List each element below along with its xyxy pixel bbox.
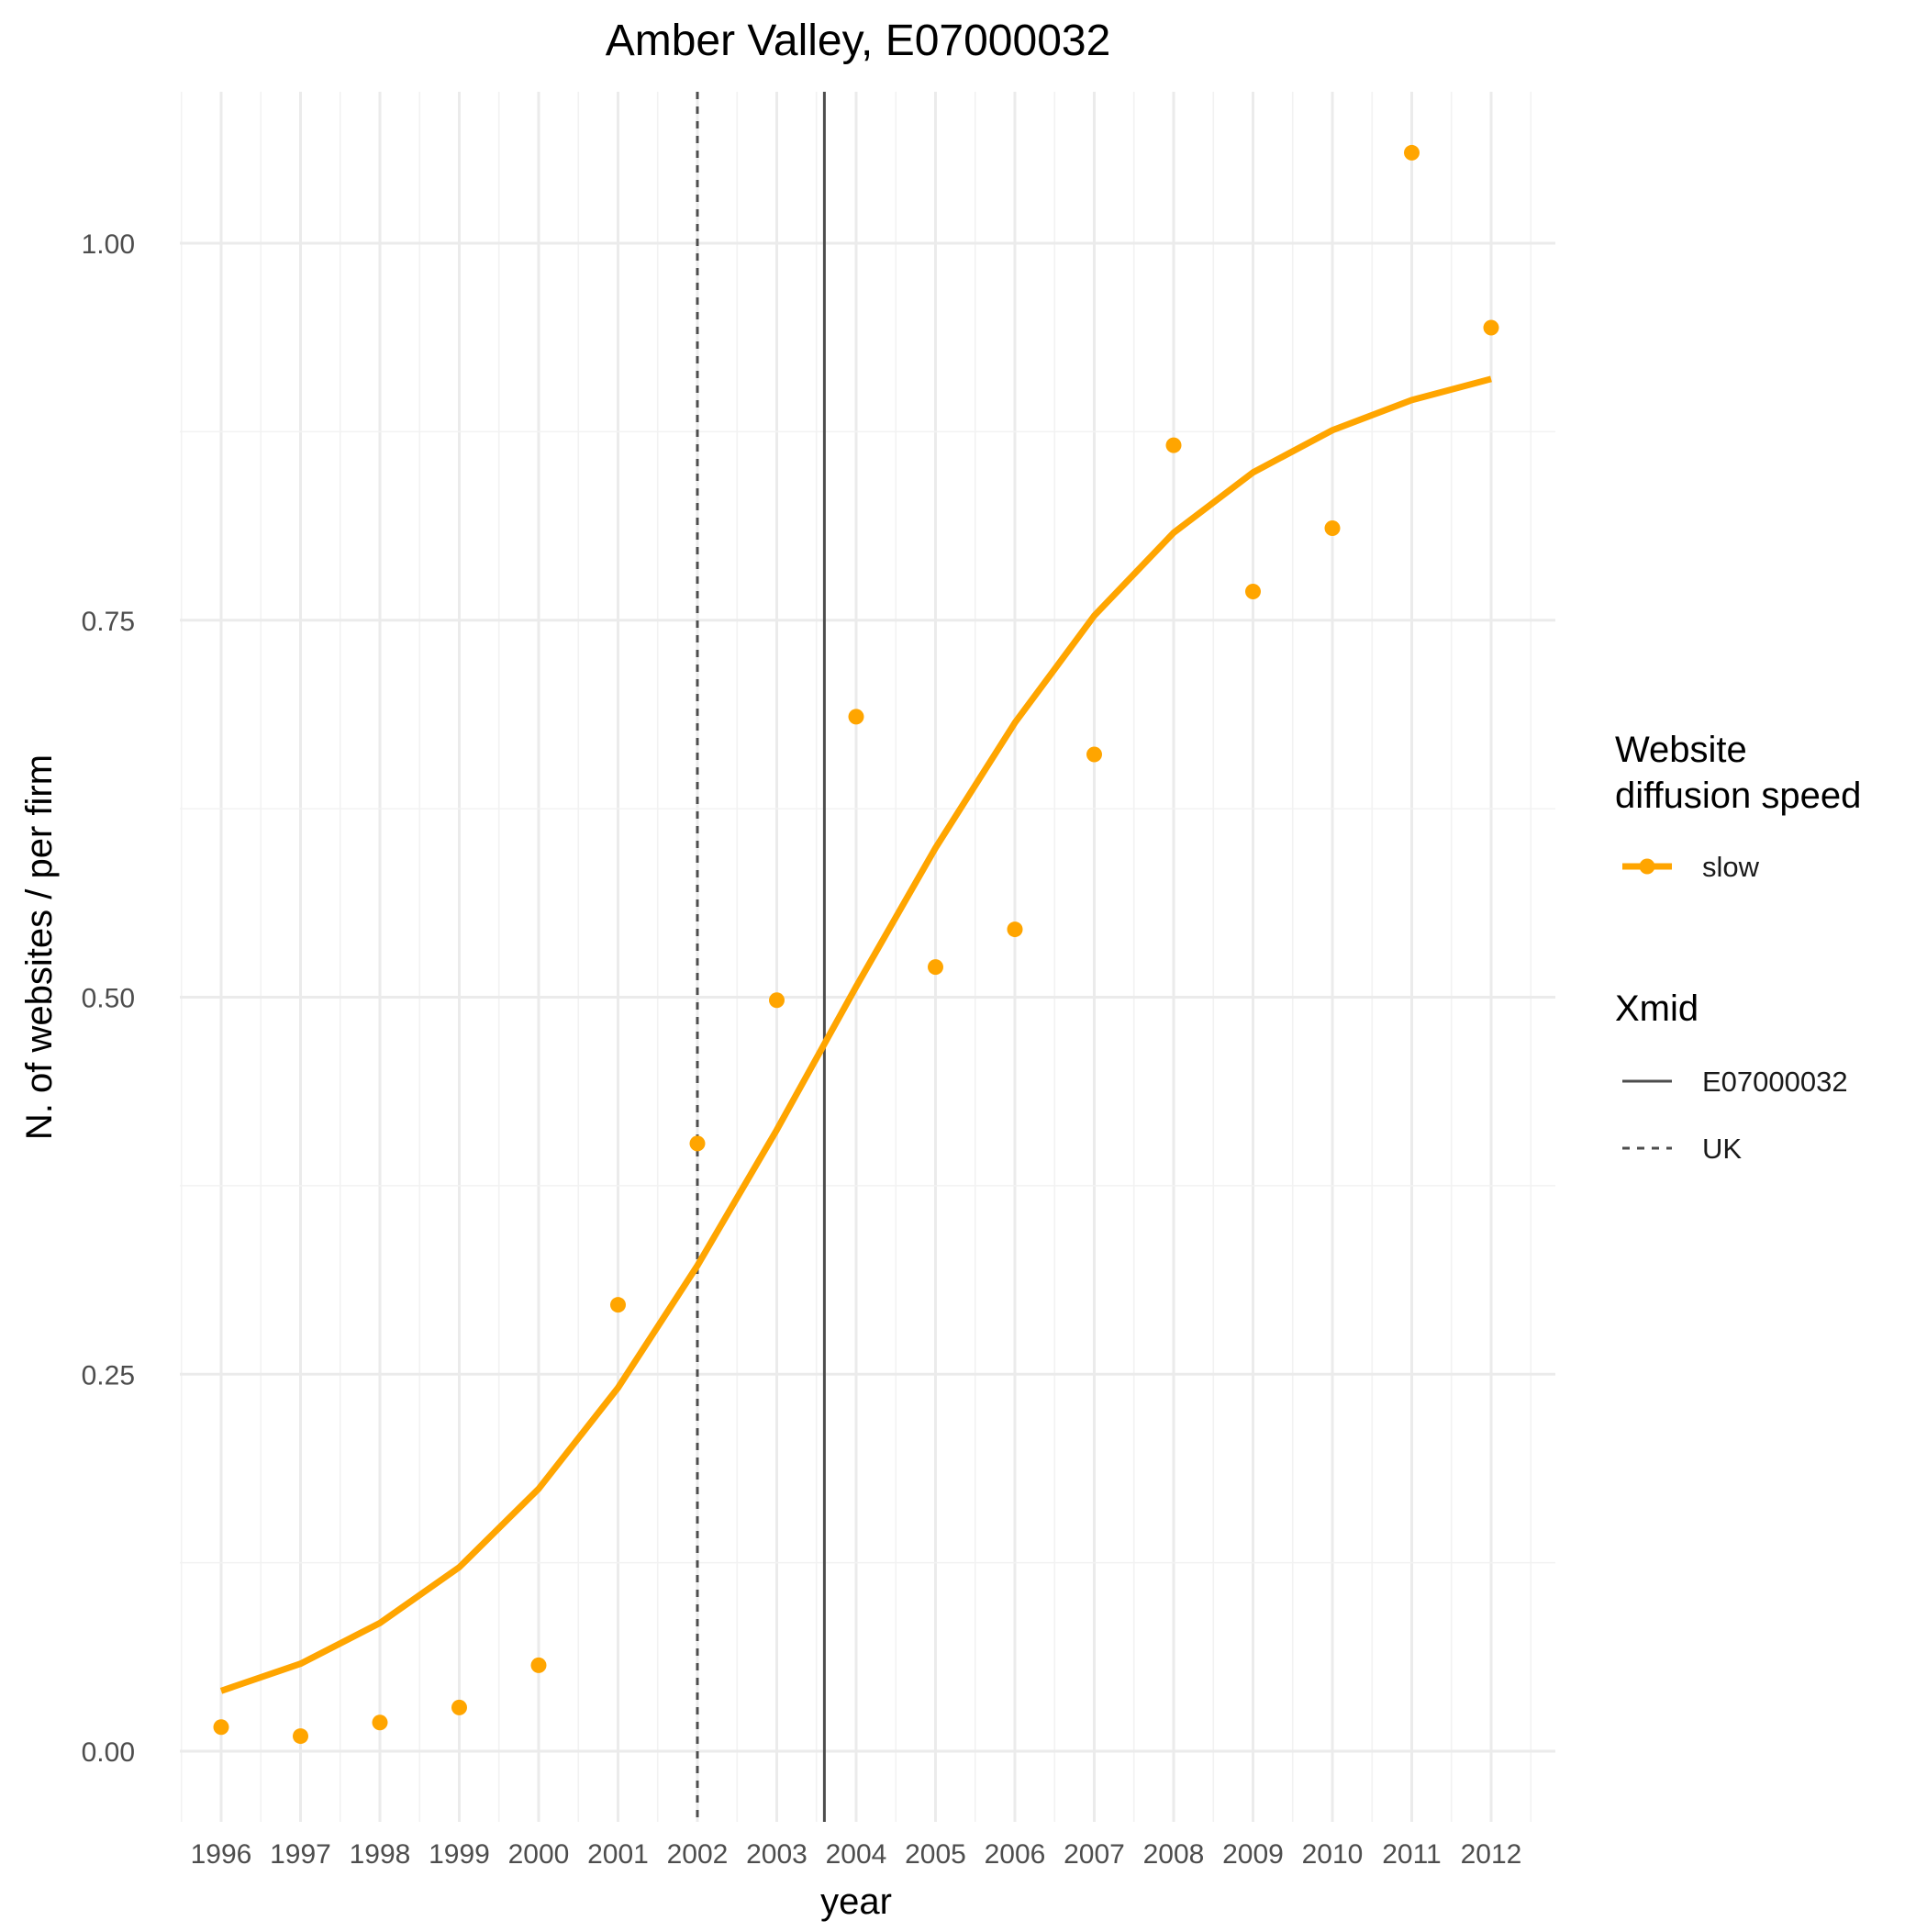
data-point-2005 bbox=[928, 959, 943, 976]
series-layer bbox=[213, 144, 1499, 1745]
data-point-2002 bbox=[689, 1135, 706, 1152]
legend-label-uk: UK bbox=[1702, 1133, 1742, 1165]
x-tick-label: 2012 bbox=[1461, 1839, 1522, 1870]
data-point-2008 bbox=[1165, 437, 1182, 453]
legend-title-speed: diffusion speed bbox=[1615, 776, 1861, 816]
y-axis-title: N. of websites / per firm bbox=[19, 754, 60, 1140]
x-tick-label: 2009 bbox=[1222, 1839, 1284, 1870]
fitted-line-slow bbox=[219, 375, 1492, 1694]
x-tick-label: 2001 bbox=[587, 1839, 649, 1870]
data-point-2009 bbox=[1245, 584, 1261, 600]
x-tick-label: 1998 bbox=[350, 1839, 411, 1870]
data-point-1997 bbox=[293, 1728, 308, 1745]
x-tick-label: 2007 bbox=[1064, 1839, 1125, 1870]
y-tick-label: 0.50 bbox=[82, 984, 135, 1014]
data-point-2006 bbox=[1007, 921, 1023, 938]
x-tick-label: 1997 bbox=[270, 1839, 331, 1870]
legend-label-slow: slow bbox=[1702, 851, 1760, 883]
y-tick-label: 0.25 bbox=[82, 1360, 135, 1390]
data-point-2003 bbox=[769, 992, 785, 1009]
x-tick-label: 2003 bbox=[746, 1839, 808, 1870]
x-tick-label: 2010 bbox=[1302, 1839, 1364, 1870]
data-point-1998 bbox=[372, 1714, 388, 1731]
axis-labels: 1996 1997 1998 1999 2000 2001 2002 2003 2004 2005… bbox=[82, 229, 1522, 1870]
data-point-2011 bbox=[1404, 144, 1420, 161]
legend: Website diffusion speed slow Xmid E07000032 U… bbox=[1615, 730, 1861, 1165]
data-point-2007 bbox=[1086, 746, 1102, 763]
chart-title: Amber Valley, E07000032 bbox=[606, 17, 1111, 65]
x-tick-label: 2004 bbox=[826, 1839, 887, 1870]
x-tick-label: 1999 bbox=[429, 1839, 490, 1870]
data-point-1999 bbox=[451, 1699, 467, 1715]
data-point-2001 bbox=[610, 1297, 626, 1313]
x-tick-label: 2005 bbox=[905, 1839, 966, 1870]
data-point-2004 bbox=[848, 709, 864, 725]
data-point-2010 bbox=[1324, 520, 1341, 537]
legend-key-point-slow bbox=[1639, 858, 1655, 875]
x-axis-title: year bbox=[820, 1882, 892, 1922]
x-tick-label: 2000 bbox=[508, 1839, 570, 1870]
x-tick-label: 2002 bbox=[667, 1839, 729, 1870]
x-tick-label: 1996 bbox=[191, 1839, 252, 1870]
x-tick-label: 2011 bbox=[1382, 1839, 1442, 1870]
grid-lines bbox=[180, 92, 1555, 1822]
reference-lines bbox=[696, 92, 826, 1822]
legend-title-xmid: Xmid bbox=[1615, 988, 1699, 1029]
data-point-2012 bbox=[1483, 319, 1499, 336]
x-tick-label: 2006 bbox=[985, 1839, 1046, 1870]
y-tick-label: 1.00 bbox=[82, 229, 135, 260]
data-point-1996 bbox=[213, 1719, 229, 1736]
data-point-2000 bbox=[530, 1657, 547, 1673]
y-tick-label: 0.75 bbox=[82, 607, 135, 637]
x-tick-label: 2008 bbox=[1143, 1839, 1205, 1870]
y-tick-label: 0.00 bbox=[82, 1737, 135, 1768]
legend-title-speed: Website bbox=[1615, 730, 1747, 770]
legend-label-e07000032: E07000032 bbox=[1702, 1066, 1848, 1098]
